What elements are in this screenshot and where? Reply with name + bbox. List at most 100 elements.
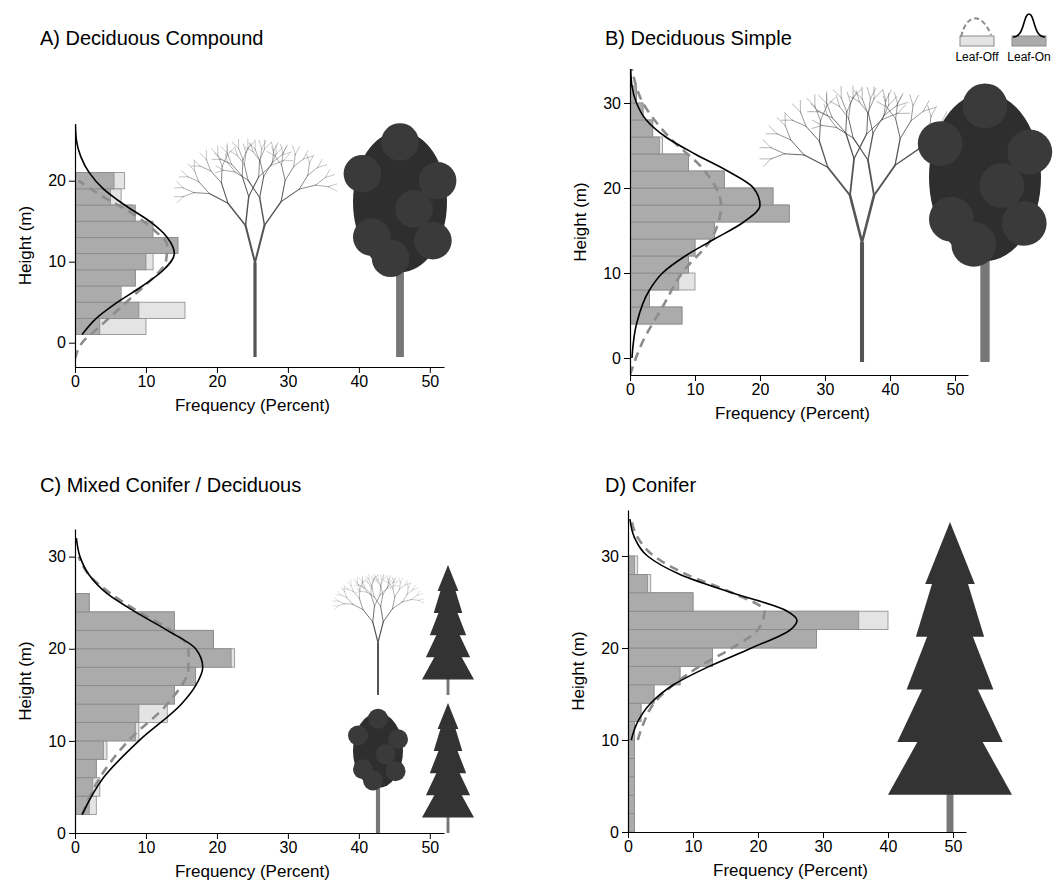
tick-label: 10 (601, 732, 619, 749)
tree-branch (249, 177, 259, 197)
panel-title: C) Mixed Conifer / Deciduous (40, 474, 301, 496)
histogram-bar (75, 237, 178, 253)
histogram-bar (628, 666, 680, 684)
tree-branch (381, 606, 384, 621)
tree-branch (232, 164, 243, 176)
histogram-bar (630, 222, 715, 239)
tree-branch (246, 197, 249, 226)
tree-branch (244, 165, 248, 180)
tick: 50 (421, 833, 439, 856)
histogram-bar (630, 256, 689, 273)
tree-branch (815, 106, 821, 120)
tree-branch (218, 155, 222, 166)
tree-branch (282, 165, 286, 180)
tick-mark (69, 741, 75, 742)
tree-branch (200, 153, 206, 159)
tick: 10 (601, 732, 628, 749)
tick-label: 10 (48, 732, 66, 749)
histogram-bar (630, 171, 724, 188)
tick: 30 (279, 833, 297, 856)
tree-branch (344, 603, 353, 605)
tick-mark (146, 367, 147, 373)
tree-branch (354, 585, 359, 586)
tree-branch (338, 604, 344, 606)
tick-mark (888, 832, 889, 838)
tree-branch (868, 114, 873, 134)
tick-mark (758, 832, 759, 838)
tree-branch (344, 586, 345, 591)
tree-branch (895, 138, 900, 165)
legend-label: Leaf-On (1007, 50, 1050, 64)
tick-mark (624, 103, 630, 104)
tree-branch (260, 198, 265, 226)
histogram-bar (630, 239, 695, 256)
tick-mark (630, 375, 631, 381)
tree-branch (400, 578, 402, 583)
tree-branch (363, 610, 373, 622)
tree-crown (372, 239, 410, 277)
histogram-bar (630, 256, 689, 273)
tree-branch (819, 96, 827, 104)
tree-branch (260, 149, 262, 161)
tree-crown (344, 155, 382, 193)
axis-line (630, 70, 631, 376)
x-axis-title: Frequency (Percent) (175, 396, 330, 415)
tree-branch (862, 195, 874, 242)
tree-branch (250, 143, 253, 152)
histogram-bar (75, 254, 146, 270)
tree-branch (393, 597, 395, 609)
histogram-bar (75, 254, 153, 270)
tree-branch (900, 121, 911, 139)
histogram-bar (75, 722, 135, 740)
tree-branch (260, 161, 264, 176)
tree-branch (910, 95, 913, 106)
tree-branch (760, 147, 771, 148)
tree-branch (355, 582, 359, 586)
tree-branch (227, 144, 228, 153)
tick-mark (75, 367, 76, 373)
tree-branch (246, 225, 255, 262)
tree-branch (350, 580, 351, 585)
tick-mark (693, 832, 694, 838)
x-axis: 01020304050 (71, 367, 444, 390)
tick-mark (69, 833, 75, 834)
histogram-bar (75, 270, 135, 286)
histogram-bar (75, 237, 178, 253)
histogram-bar (75, 286, 121, 302)
tick: 30 (815, 832, 833, 855)
tree-branch (784, 112, 792, 120)
tree-branch (341, 588, 345, 592)
tree-branch (221, 147, 227, 153)
tree-branch (896, 119, 901, 139)
tree-branch (382, 575, 384, 580)
tree-branch (367, 578, 368, 583)
tree-branch (365, 576, 369, 580)
tree-branch (191, 166, 200, 167)
panel-title: A) Deciduous Compound (40, 27, 263, 49)
tree-branch (867, 88, 870, 99)
tree-branch (868, 98, 870, 113)
tree-crown (438, 703, 459, 729)
tick: 40 (350, 367, 368, 390)
tree-branch (800, 112, 806, 126)
tree-branch (884, 106, 896, 116)
tree-branch (381, 580, 384, 586)
tree-branch (214, 153, 220, 159)
tick: 30 (603, 95, 630, 112)
tick: 50 (945, 832, 963, 855)
tree-branch (194, 160, 200, 166)
tree-branch (897, 113, 909, 114)
tree-branch (867, 113, 868, 134)
tick: 30 (601, 548, 628, 565)
tree-branch (337, 591, 341, 595)
tree-trunk (377, 643, 379, 696)
tree-branch (812, 120, 822, 125)
histogram-bar (75, 649, 231, 667)
x-axis: 01020304050 (71, 833, 444, 856)
tree-illustration (918, 83, 1052, 362)
tree-branch (894, 93, 897, 104)
tree-branch (850, 159, 854, 196)
tick-label: 40 (350, 373, 368, 390)
tree-branch (361, 582, 362, 587)
histogram-bar (630, 205, 789, 222)
